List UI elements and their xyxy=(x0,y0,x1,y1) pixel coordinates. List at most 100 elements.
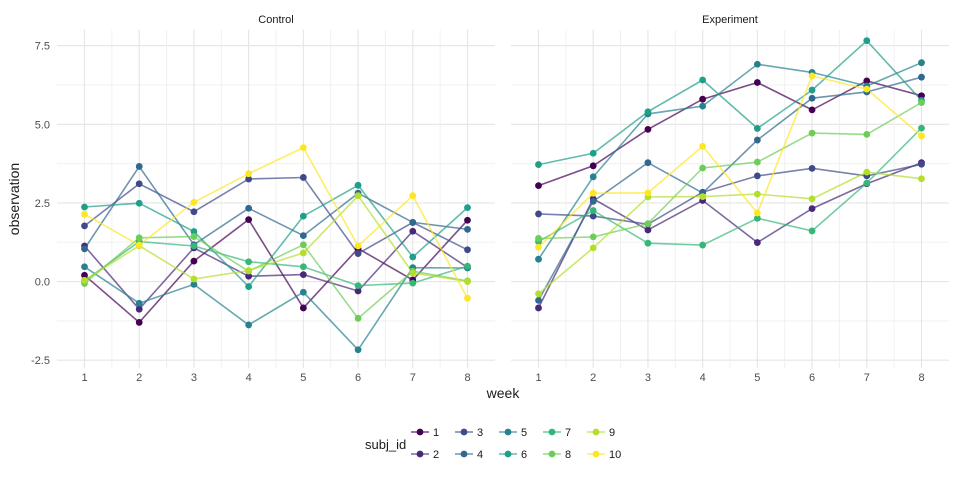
series-line-experiment-subj-8 xyxy=(538,101,922,240)
data-point-experiment-subj-2 xyxy=(535,304,542,312)
series-line-experiment-subj-6 xyxy=(538,39,923,166)
legend-label-10: 10 xyxy=(609,449,621,461)
data-point-control-subj-7 xyxy=(354,282,362,290)
x-tick-label-experiment: 4 xyxy=(700,372,706,384)
data-point-control-subj-8 xyxy=(190,233,198,240)
data-point-control-subj-5 xyxy=(81,263,88,271)
data-point-control-subj-9 xyxy=(299,249,307,257)
data-point-experiment-subj-9 xyxy=(808,195,816,203)
data-point-experiment-subj-9 xyxy=(753,190,761,198)
data-point-control-subj-6 xyxy=(190,228,198,235)
data-point-control-subj-1 xyxy=(464,216,471,224)
data-point-control-subj-2 xyxy=(135,305,143,313)
x-tick-label-control: 8 xyxy=(464,372,470,384)
data-point-experiment-subj-7 xyxy=(863,179,871,187)
data-point-experiment-subj-8 xyxy=(699,164,707,172)
data-point-experiment-subj-10 xyxy=(808,72,816,80)
data-point-experiment-subj-2 xyxy=(644,226,652,234)
x-tick-label-experiment: 3 xyxy=(645,372,651,384)
legend-key-point-7 xyxy=(548,428,556,436)
data-point-experiment-subj-10 xyxy=(753,209,761,217)
data-point-experiment-subj-6 xyxy=(753,125,761,132)
data-point-experiment-subj-3 xyxy=(918,160,925,168)
data-point-experiment-subj-8 xyxy=(918,99,925,107)
y-axis-title: observation xyxy=(6,163,22,235)
data-point-control-subj-10 xyxy=(409,192,417,200)
data-point-control-subj-9 xyxy=(354,192,362,200)
x-tick-label-control: 7 xyxy=(410,372,416,384)
data-point-control-subj-9 xyxy=(81,276,88,284)
x-tick-label-experiment: 2 xyxy=(590,372,596,384)
legend-key-point-10 xyxy=(592,450,600,458)
data-point-experiment-subj-6 xyxy=(808,86,816,94)
data-point-experiment-subj-1 xyxy=(589,162,597,170)
data-point-experiment-subj-10 xyxy=(644,189,652,197)
series-line-experiment-subj-10 xyxy=(537,74,923,248)
data-point-experiment-subj-9 xyxy=(918,175,925,183)
data-point-experiment-subj-10 xyxy=(918,132,925,140)
data-point-control-subj-2 xyxy=(245,272,253,280)
x-tick-label-control: 4 xyxy=(246,372,252,384)
data-point-control-subj-5 xyxy=(354,346,362,354)
x-axis-title: week xyxy=(486,385,521,401)
legend-label-3: 3 xyxy=(477,427,483,439)
data-point-experiment-subj-10 xyxy=(535,243,542,251)
data-point-control-subj-9 xyxy=(190,275,198,283)
series-line-control-subj-2 xyxy=(83,230,468,311)
data-point-experiment-subj-5 xyxy=(753,60,761,68)
x-tick-label-experiment: 5 xyxy=(754,372,760,384)
data-point-experiment-subj-4 xyxy=(753,136,761,144)
data-point-control-subj-10 xyxy=(299,144,307,151)
y-tick-label: 7.5 xyxy=(35,41,50,53)
data-point-experiment-subj-6 xyxy=(863,37,871,45)
data-point-experiment-subj-6 xyxy=(589,149,597,157)
data-point-control-subj-1 xyxy=(299,304,307,312)
data-point-experiment-subj-8 xyxy=(589,233,597,241)
data-point-experiment-subj-7 xyxy=(808,227,816,235)
data-point-control-subj-2 xyxy=(409,227,417,235)
legend-key-point-3 xyxy=(460,428,468,436)
series-line-experiment-subj-9 xyxy=(537,171,922,295)
legend-label-7: 7 xyxy=(565,427,571,439)
data-point-control-subj-7 xyxy=(299,263,307,271)
data-point-control-subj-5 xyxy=(135,299,143,307)
data-point-experiment-subj-9 xyxy=(535,290,542,298)
series-line-experiment-subj-2 xyxy=(537,161,922,309)
data-point-experiment-subj-1 xyxy=(918,92,925,100)
legend-label-1: 1 xyxy=(433,427,439,439)
data-point-control-subj-9 xyxy=(245,267,253,274)
series-line-control-subj-10 xyxy=(84,146,469,299)
y-tick-label: 5.0 xyxy=(35,119,50,131)
data-point-experiment-subj-8 xyxy=(753,158,761,166)
data-point-control-subj-3 xyxy=(81,222,88,230)
data-point-experiment-subj-8 xyxy=(644,220,652,228)
data-point-control-subj-10 xyxy=(135,241,143,249)
data-point-experiment-subj-7 xyxy=(918,124,925,132)
x-tick-label-control: 6 xyxy=(355,372,361,384)
data-point-experiment-subj-7 xyxy=(753,214,761,222)
data-point-control-subj-3 xyxy=(354,250,362,257)
data-point-control-subj-8 xyxy=(299,241,307,249)
data-point-control-subj-5 xyxy=(299,288,307,296)
data-point-control-subj-10 xyxy=(464,294,471,302)
data-point-experiment-subj-1 xyxy=(535,182,542,190)
data-point-control-subj-4 xyxy=(409,219,417,226)
data-point-control-subj-3 xyxy=(190,208,198,216)
data-point-control-subj-3 xyxy=(464,246,471,254)
y-tick-label: 0.0 xyxy=(35,277,50,289)
data-point-experiment-subj-1 xyxy=(808,106,816,114)
data-point-control-subj-1 xyxy=(81,271,88,279)
legend-label-2: 2 xyxy=(433,449,439,461)
data-point-control-subj-6 xyxy=(299,212,307,220)
data-point-experiment-subj-5 xyxy=(699,102,707,110)
data-point-experiment-subj-7 xyxy=(589,207,597,214)
y-tick-label: -2.5 xyxy=(31,355,50,367)
series-line-experiment-subj-3 xyxy=(538,163,922,226)
data-point-control-subj-1 xyxy=(135,319,143,326)
data-point-control-subj-4 xyxy=(81,245,88,253)
data-point-experiment-subj-9 xyxy=(699,193,707,201)
data-point-experiment-subj-10 xyxy=(863,85,871,93)
x-tick-label-experiment: 7 xyxy=(864,372,870,384)
data-point-control-subj-8 xyxy=(135,234,143,242)
